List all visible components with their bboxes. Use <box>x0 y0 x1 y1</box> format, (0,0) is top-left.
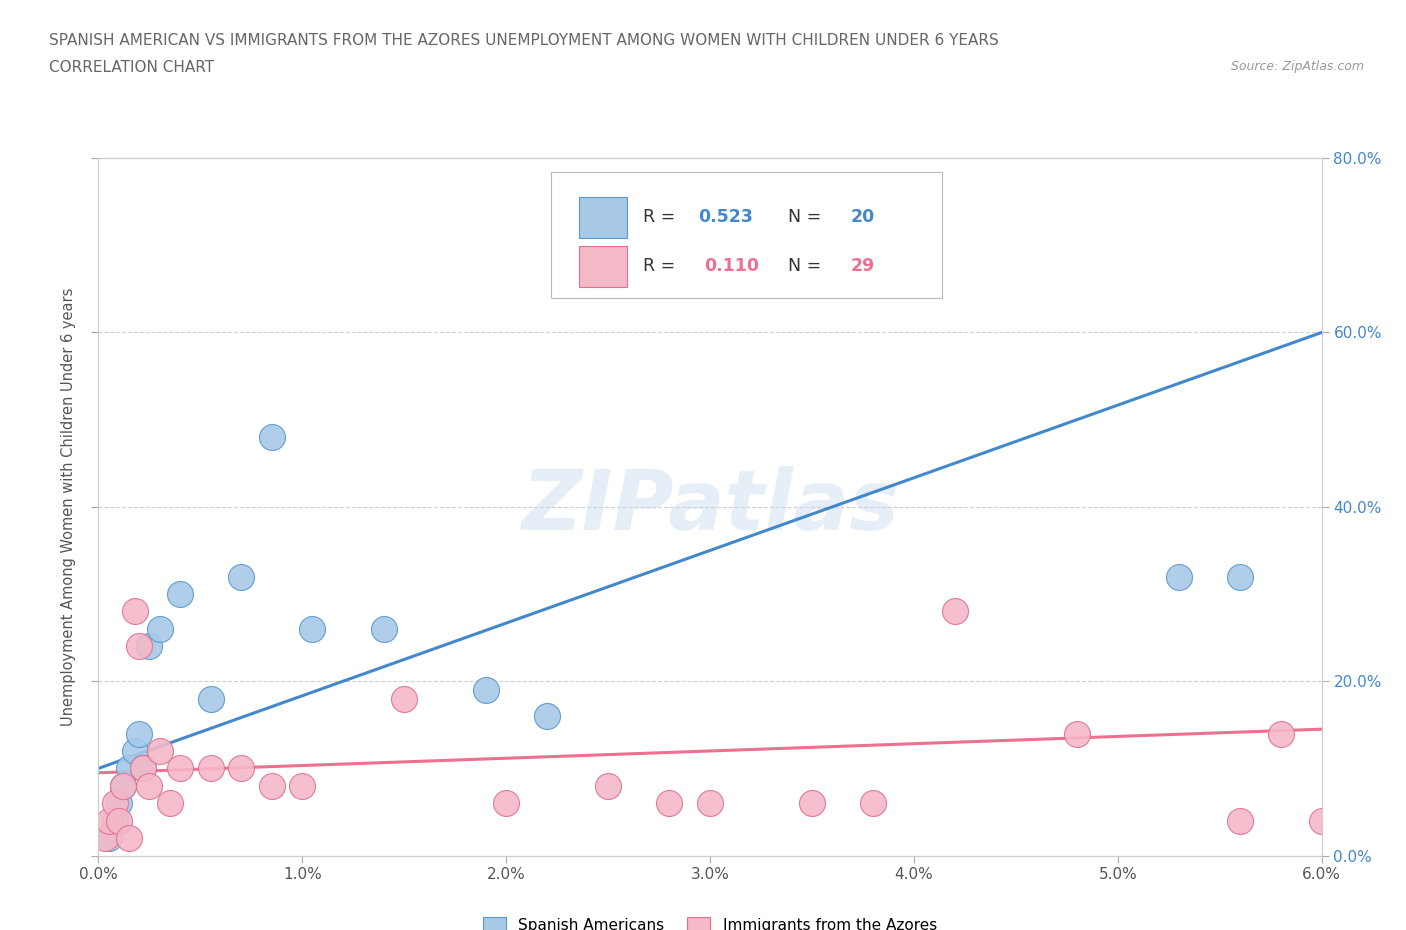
Immigrants from the Azores <box>159 796 181 811</box>
Spanish Americans <box>108 796 131 811</box>
Immigrants from the Azores <box>128 639 150 654</box>
Immigrants from the Azores <box>104 796 127 811</box>
Immigrants from the Azores <box>97 813 120 829</box>
Text: 0.110: 0.110 <box>704 258 759 275</box>
Spanish Americans <box>104 813 127 829</box>
Spanish Americans <box>169 587 191 602</box>
Immigrants from the Azores <box>1270 726 1292 741</box>
Spanish Americans <box>536 709 558 724</box>
Legend: Spanish Americans, Immigrants from the Azores: Spanish Americans, Immigrants from the A… <box>477 910 943 930</box>
Immigrants from the Azores <box>495 796 517 811</box>
Spanish Americans <box>1167 569 1189 584</box>
Immigrants from the Azores <box>200 761 222 776</box>
Text: ZIPatlas: ZIPatlas <box>522 466 898 548</box>
Spanish Americans <box>132 761 155 776</box>
Spanish Americans <box>260 430 283 445</box>
Spanish Americans <box>97 830 120 845</box>
Text: SPANISH AMERICAN VS IMMIGRANTS FROM THE AZORES UNEMPLOYMENT AMONG WOMEN WITH CHI: SPANISH AMERICAN VS IMMIGRANTS FROM THE … <box>49 33 998 47</box>
Text: Source: ZipAtlas.com: Source: ZipAtlas.com <box>1230 60 1364 73</box>
Immigrants from the Azores <box>943 604 966 619</box>
Immigrants from the Azores <box>108 813 131 829</box>
FancyBboxPatch shape <box>551 172 942 298</box>
Immigrants from the Azores <box>1310 813 1333 829</box>
Text: R =: R = <box>643 208 681 226</box>
Spanish Americans <box>128 726 150 741</box>
Spanish Americans <box>200 691 222 706</box>
Immigrants from the Azores <box>801 796 824 811</box>
Immigrants from the Azores <box>392 691 416 706</box>
Spanish Americans <box>124 744 146 759</box>
Text: CORRELATION CHART: CORRELATION CHART <box>49 60 214 75</box>
Spanish Americans <box>1229 569 1251 584</box>
FancyBboxPatch shape <box>579 197 627 238</box>
Text: 29: 29 <box>851 258 875 275</box>
Spanish Americans <box>111 778 134 793</box>
Text: R =: R = <box>643 258 686 275</box>
Spanish Americans <box>474 683 498 698</box>
Immigrants from the Azores <box>862 796 884 811</box>
Immigrants from the Azores <box>291 778 314 793</box>
Immigrants from the Azores <box>658 796 681 811</box>
Immigrants from the Azores <box>699 796 721 811</box>
Text: N =: N = <box>778 258 827 275</box>
Immigrants from the Azores <box>260 778 283 793</box>
Spanish Americans <box>149 621 172 636</box>
Spanish Americans <box>301 621 323 636</box>
Spanish Americans <box>373 621 395 636</box>
Text: 20: 20 <box>851 208 875 226</box>
Spanish Americans <box>229 569 253 584</box>
Immigrants from the Azores <box>229 761 253 776</box>
Immigrants from the Azores <box>596 778 619 793</box>
Text: 0.523: 0.523 <box>697 208 752 226</box>
Immigrants from the Azores <box>1066 726 1088 741</box>
Text: N =: N = <box>778 208 827 226</box>
Spanish Americans <box>138 639 160 654</box>
Immigrants from the Azores <box>149 744 172 759</box>
Immigrants from the Azores <box>169 761 191 776</box>
Y-axis label: Unemployment Among Women with Children Under 6 years: Unemployment Among Women with Children U… <box>60 287 76 726</box>
FancyBboxPatch shape <box>579 246 627 286</box>
Immigrants from the Azores <box>93 830 115 845</box>
Immigrants from the Azores <box>111 778 134 793</box>
Immigrants from the Azores <box>1229 813 1251 829</box>
Immigrants from the Azores <box>132 761 155 776</box>
Immigrants from the Azores <box>118 830 141 845</box>
Immigrants from the Azores <box>124 604 146 619</box>
Immigrants from the Azores <box>138 778 160 793</box>
Spanish Americans <box>118 761 141 776</box>
